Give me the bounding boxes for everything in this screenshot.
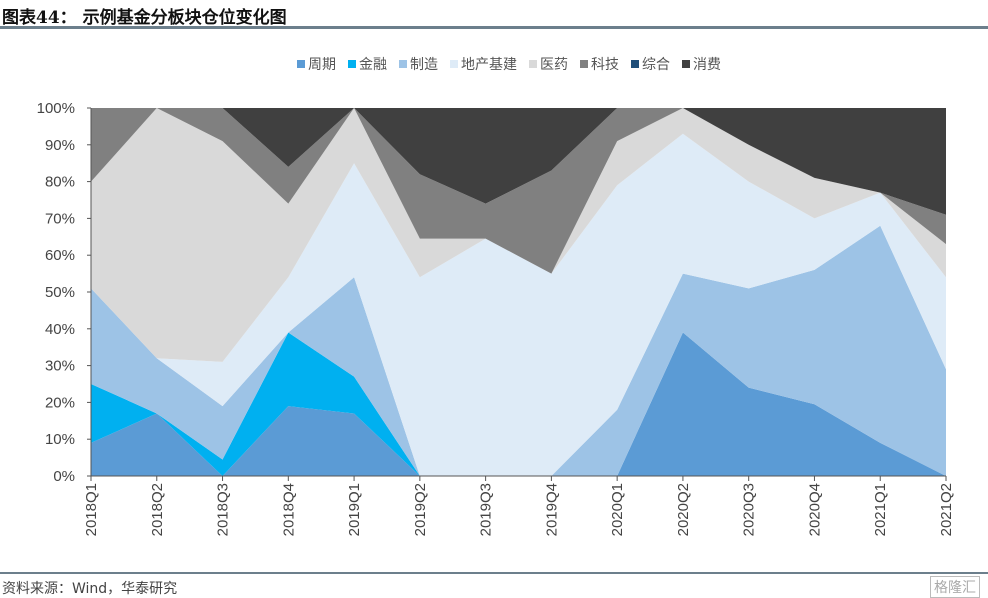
legend-label: 消费 xyxy=(693,57,721,73)
legend-item: 消费 xyxy=(682,54,721,74)
area-消费 xyxy=(91,108,946,215)
legend-item: 金融 xyxy=(348,54,387,74)
legend-label: 地产基建 xyxy=(461,57,517,73)
legend-label: 科技 xyxy=(591,57,619,73)
x-tick-label: 2019Q4 xyxy=(543,483,560,536)
x-tick-label: 2020Q4 xyxy=(806,483,823,536)
legend-label: 制造 xyxy=(410,57,438,73)
x-tick-label: 2021Q1 xyxy=(872,483,889,536)
legend-swatch xyxy=(348,60,356,68)
x-tick-label: 2021Q2 xyxy=(938,483,955,536)
legend-swatch xyxy=(399,60,407,68)
area-周期 xyxy=(91,332,946,476)
x-tick-label: 2019Q3 xyxy=(478,483,495,536)
area-地产基建 xyxy=(91,133,946,476)
y-tick-label: 70% xyxy=(45,210,75,227)
y-tick-label: 30% xyxy=(45,358,75,375)
legend-swatch xyxy=(297,60,305,68)
y-tick-label: 80% xyxy=(45,174,75,191)
legend-item: 周期 xyxy=(297,54,336,74)
legend-item: 医药 xyxy=(529,54,568,74)
x-tick-label: 2018Q1 xyxy=(83,483,100,536)
chart-title: 图表44： 示例基金分板块仓位变化图 xyxy=(2,8,287,28)
y-tick-label: 40% xyxy=(45,321,75,338)
x-tick-label: 2018Q4 xyxy=(280,483,297,536)
legend-label: 金融 xyxy=(359,57,387,73)
legend-swatch xyxy=(631,60,639,68)
x-tick-label: 2020Q1 xyxy=(609,483,626,536)
x-tick-label: 2020Q3 xyxy=(741,483,758,536)
area-金融 xyxy=(91,332,946,476)
x-tick-label: 2019Q2 xyxy=(412,483,429,536)
y-tick-label: 90% xyxy=(45,137,75,154)
area-制造 xyxy=(91,225,946,476)
legend-swatch xyxy=(580,60,588,68)
watermark-logo: 格隆汇 xyxy=(930,576,980,598)
legend-swatch xyxy=(682,60,690,68)
footer-divider xyxy=(0,572,988,574)
legend-label: 医药 xyxy=(540,57,568,73)
y-tick-label: 0% xyxy=(53,468,75,485)
legend-item: 制造 xyxy=(399,54,438,74)
legend-swatch xyxy=(529,60,537,68)
area-科技 xyxy=(91,108,946,274)
source-note: 资料来源：Wind，华泰研究 xyxy=(2,581,178,597)
y-tick-label: 50% xyxy=(45,284,75,301)
legend-label: 周期 xyxy=(308,57,336,73)
legend-item: 综合 xyxy=(631,54,670,74)
legend-item: 科技 xyxy=(580,54,619,74)
y-tick-label: 10% xyxy=(45,431,75,448)
legend-item: 地产基建 xyxy=(450,54,517,74)
title-divider xyxy=(0,26,988,29)
area-医药 xyxy=(91,108,946,362)
x-tick-label: 2018Q2 xyxy=(149,483,166,536)
x-tick-label: 2019Q1 xyxy=(346,483,363,536)
x-tick-label: 2018Q3 xyxy=(215,483,232,536)
y-tick-label: 20% xyxy=(45,394,75,411)
y-tick-label: 60% xyxy=(45,247,75,264)
legend-label: 综合 xyxy=(642,57,670,73)
y-tick-label: 100% xyxy=(37,100,75,117)
x-tick-label: 2020Q2 xyxy=(675,483,692,536)
legend: 周期 金融 制造 地产基建 医药 科技 综合 消费 xyxy=(0,54,988,74)
legend-swatch xyxy=(450,60,458,68)
